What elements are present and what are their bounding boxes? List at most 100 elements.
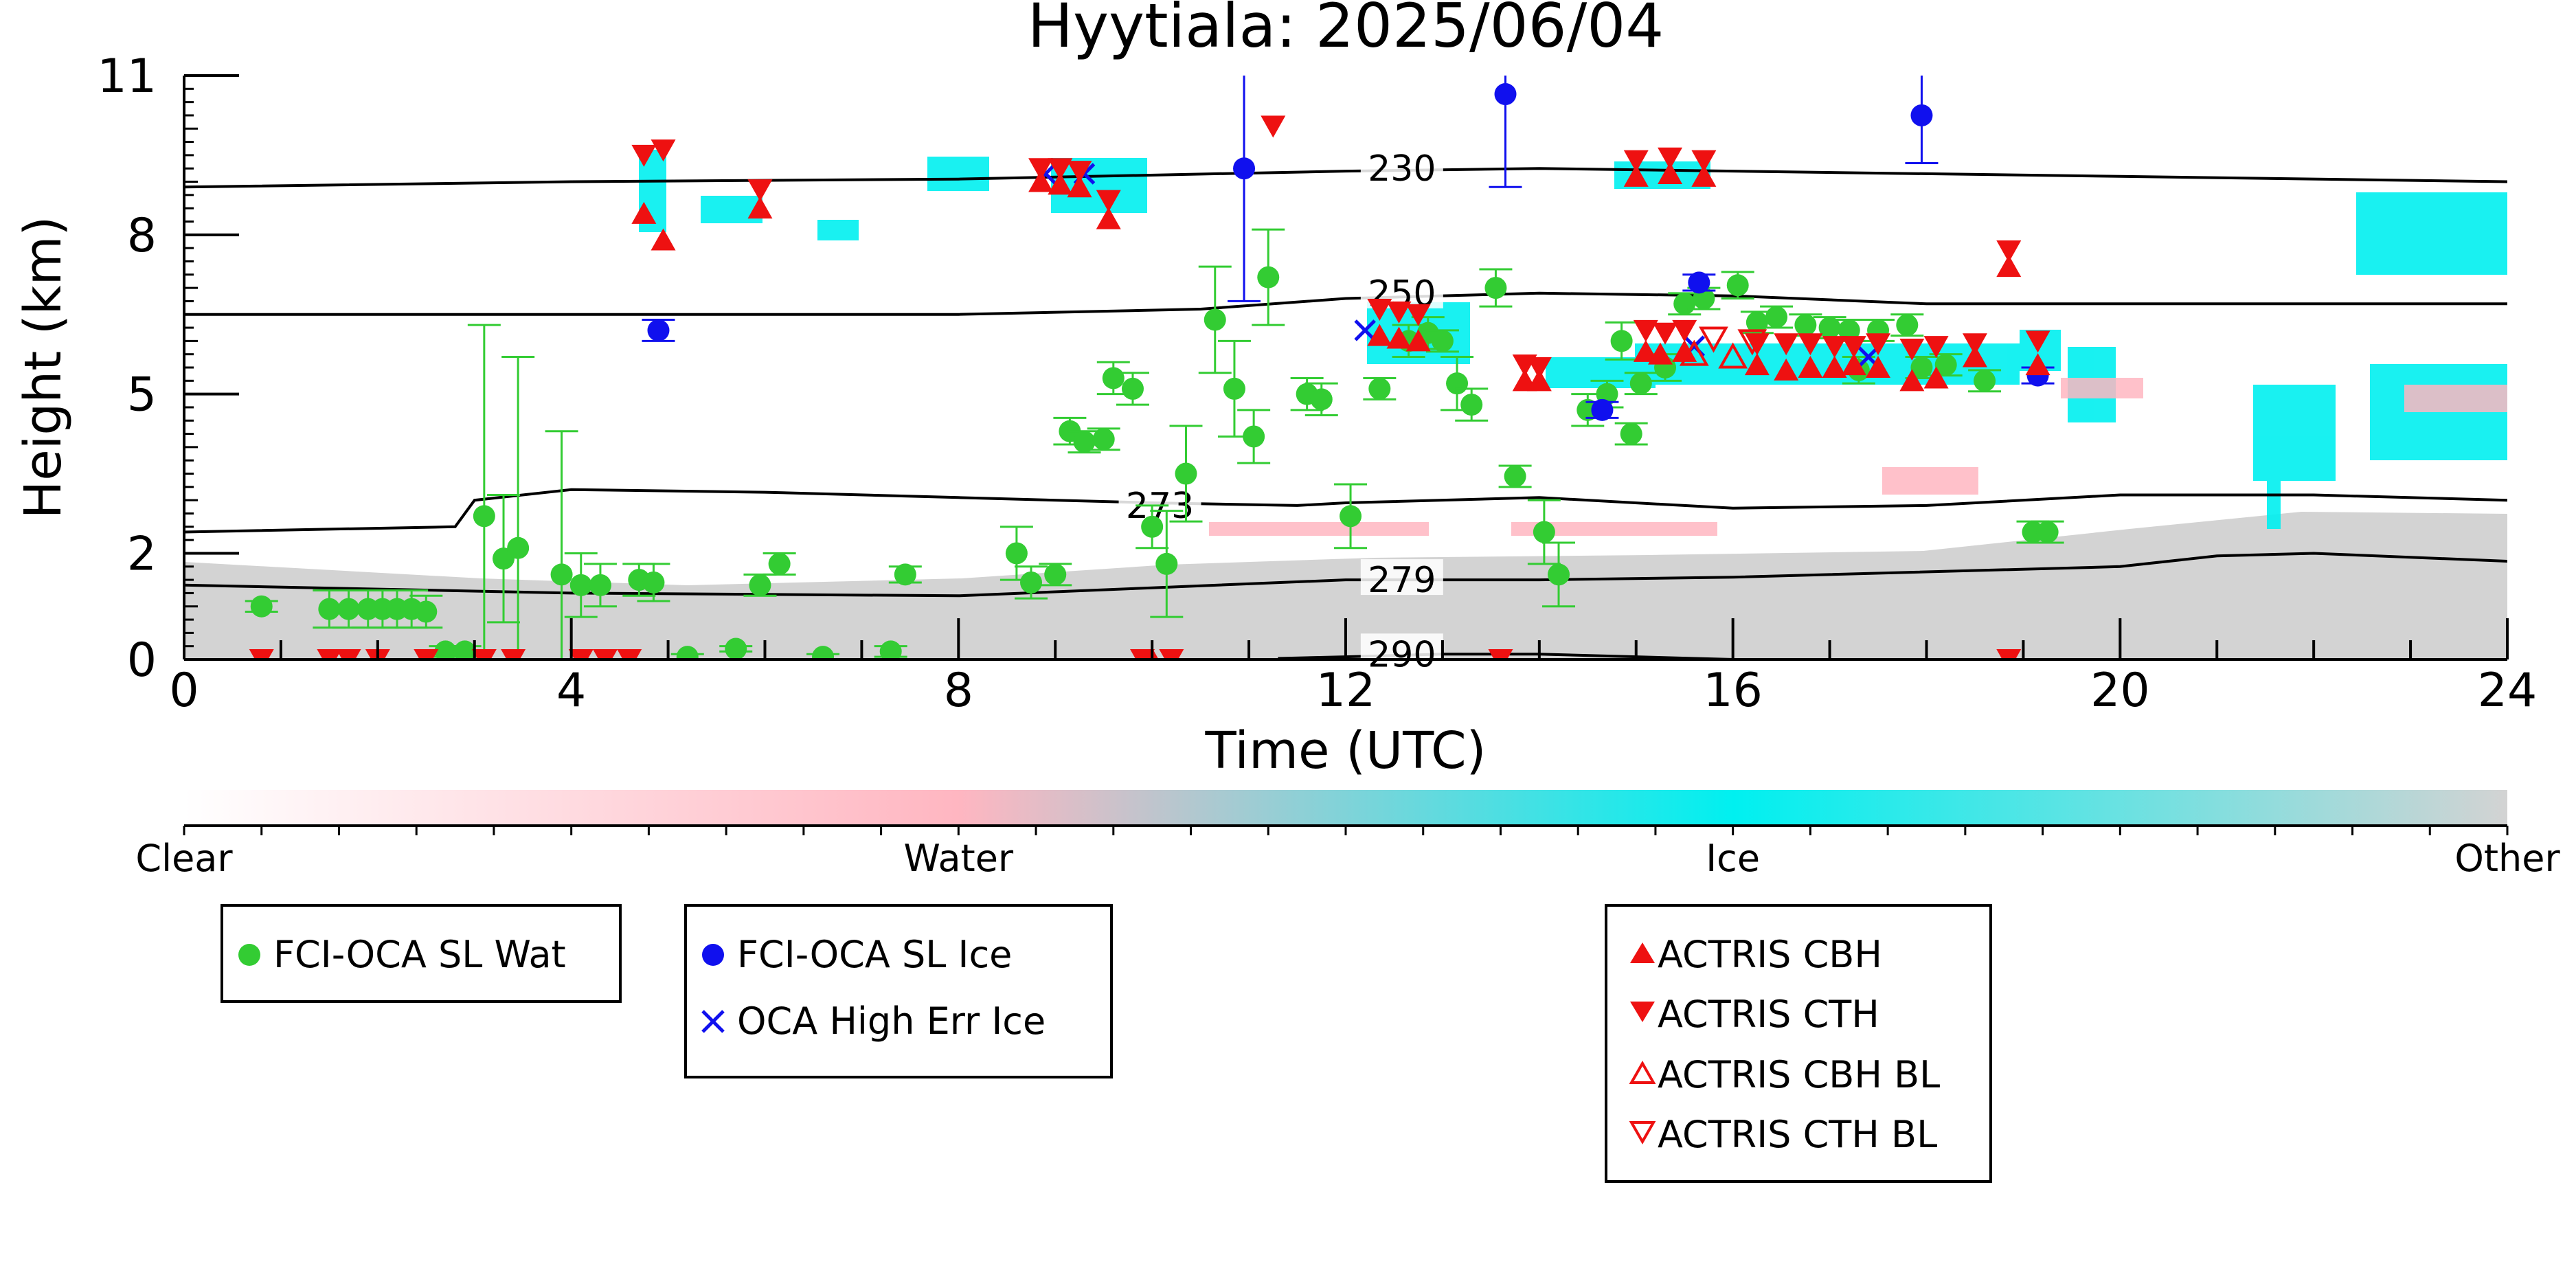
data-point (1526, 369, 1552, 392)
legend-label-actris-cth: ACTRIS CTH (1658, 993, 1879, 1036)
y-tick-label: 0 (127, 633, 157, 688)
legend-marker-fci-ice (702, 944, 724, 966)
data-point (1431, 330, 1454, 352)
contour-290 (1278, 653, 1733, 659)
x-tick-label: 20 (2090, 664, 2150, 718)
data-point (1996, 240, 2022, 262)
data-point (337, 598, 360, 620)
y-tick-label: 5 (127, 368, 157, 422)
data-point (631, 201, 657, 224)
data-point (1067, 161, 1092, 183)
data-point (725, 637, 747, 659)
data-point (1130, 649, 1155, 659)
data-point (1310, 388, 1333, 411)
data-point (1866, 356, 1891, 378)
data-point (1699, 326, 1728, 353)
x-tick-label: 8 (944, 664, 973, 718)
data-point (1679, 339, 1709, 366)
data-point (749, 574, 771, 596)
data-point (415, 600, 438, 623)
data-point (1737, 329, 1767, 356)
chart-title: Hyytiala: 2025/06/04 (1028, 0, 1664, 61)
series-actris-cbh (631, 161, 2050, 659)
contour-label-bg (1118, 484, 1201, 521)
colorbar (184, 790, 2507, 824)
retrieval-points (245, 76, 2064, 659)
x-tick-label: 24 (2478, 664, 2538, 718)
data-point (1818, 317, 1841, 339)
data-point (550, 563, 573, 586)
data-point (1691, 164, 1717, 187)
data-point (1841, 353, 1866, 376)
data-point (1386, 301, 1412, 324)
data-point (1934, 354, 1957, 376)
contour-label-bg (1360, 148, 1443, 184)
data-point (1005, 542, 1028, 565)
data-point (1838, 319, 1860, 341)
x-tick-label: 4 (556, 664, 586, 718)
data-point (1405, 304, 1431, 326)
data-point (1633, 339, 1658, 362)
data-point (1257, 266, 1280, 289)
contour-273 (184, 488, 2507, 534)
data-point (1204, 308, 1226, 331)
series-actris-cbh-bl (1679, 339, 1748, 369)
data-point (1367, 324, 1392, 346)
data-point (1367, 299, 1392, 321)
data-point (676, 646, 699, 659)
data-point (1460, 394, 1483, 416)
data-point (318, 598, 341, 620)
legend-label-oca-high-err: OCA High Err Ice (737, 999, 1046, 1043)
data-point (1974, 370, 1996, 392)
data-point (647, 319, 670, 341)
data-point (568, 649, 594, 659)
colorbar-label: Other (2454, 837, 2560, 880)
y-tick-label: 8 (127, 209, 157, 263)
data-point (1533, 521, 1555, 543)
data-point (2036, 521, 2059, 543)
data-point (651, 139, 676, 162)
data-point (747, 196, 773, 219)
data-point (879, 640, 902, 659)
legend-marker-actris-cbh-bl (1629, 1060, 1656, 1084)
data-point (1798, 356, 1823, 378)
data-point (1141, 515, 1164, 538)
data-point (1073, 431, 1096, 453)
data-point (1159, 649, 1184, 659)
data-point (1910, 104, 1933, 126)
data-point (1340, 505, 1362, 528)
data-point (1354, 319, 1376, 341)
contour-250 (184, 291, 2507, 316)
contour-279 (184, 552, 2507, 598)
data-point (617, 649, 642, 659)
data-point (1794, 314, 1817, 337)
legend-box-water: FCI-OCA SL Wat (221, 904, 622, 1003)
data-point (1688, 271, 1710, 294)
data-point (1048, 172, 1073, 195)
x-tick-label: 0 (169, 664, 199, 718)
data-point (1155, 552, 1178, 575)
data-point (1774, 358, 1799, 381)
data-point (501, 649, 526, 659)
data-point (1672, 319, 1697, 342)
data-point (1996, 649, 2022, 659)
data-point (1121, 377, 1144, 400)
data-point (1896, 314, 1919, 337)
data-point (249, 649, 274, 659)
data-point (1798, 333, 1823, 356)
cloud-phase-field (184, 150, 2507, 659)
data-point (747, 179, 773, 202)
colorbar-ticks: Clear Water Ice Other (135, 826, 2560, 880)
legend-label-fci-wat: FCI-OCA SL Wat (273, 933, 566, 976)
y-axis-label: Height (km) (14, 216, 73, 519)
y-tick-label: 11 (97, 49, 157, 104)
data-point (1102, 367, 1125, 389)
data-point (1866, 333, 1891, 356)
data-point (1653, 322, 1678, 345)
data-point (1822, 356, 1847, 378)
data-point (1996, 255, 2022, 278)
data-point (1175, 462, 1197, 485)
data-point (1028, 170, 1054, 192)
data-point (1718, 342, 1748, 369)
data-point (1899, 369, 1925, 392)
